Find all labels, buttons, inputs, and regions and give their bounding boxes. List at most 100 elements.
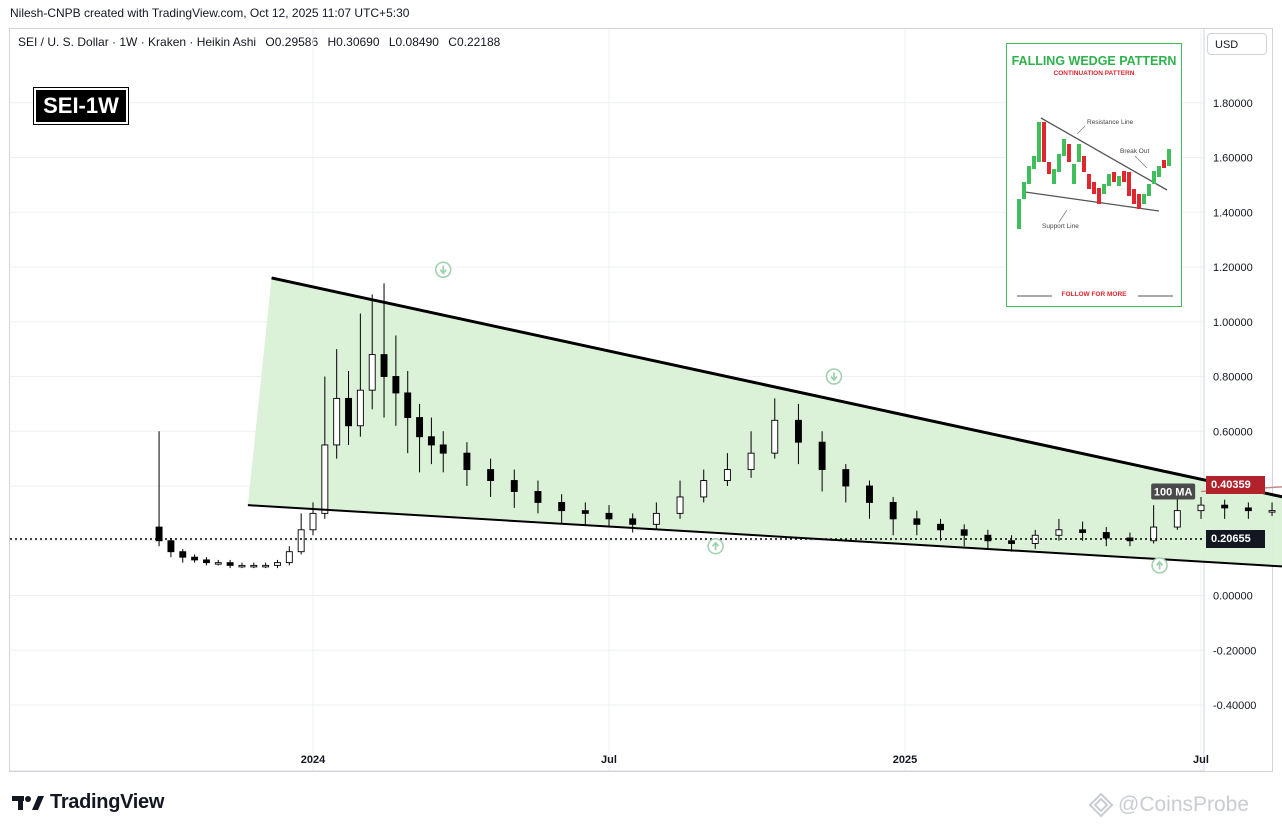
candle-body (510, 480, 518, 492)
inset-candle (1072, 164, 1076, 184)
candle-body (416, 417, 424, 438)
candle-body (629, 518, 637, 525)
candle-body (274, 562, 281, 566)
candle-body (581, 510, 589, 514)
inset-candle (1057, 154, 1061, 172)
candle-body (794, 419, 802, 443)
inset-candle (1017, 199, 1021, 229)
grid (10, 29, 1205, 772)
candle-body (297, 529, 305, 553)
inset-candle (1152, 171, 1156, 184)
candle-body (842, 469, 850, 487)
inset-candle (1137, 194, 1141, 209)
candle-body (392, 376, 400, 394)
candle-body (167, 540, 175, 553)
candle-body (1055, 529, 1063, 536)
candle-body (937, 523, 944, 531)
coinsprobe-watermark: @CoinsProbe (1088, 792, 1249, 818)
inset-candle (1087, 174, 1091, 189)
candle-body (1079, 529, 1087, 533)
inset-candle (1147, 184, 1151, 196)
ohlc-low: L0.08490 (388, 35, 439, 49)
inset-subtitle: CONTINUATION PATTERN (1053, 70, 1135, 77)
candle-body (333, 397, 341, 446)
overlay: 100 MA (10, 261, 1282, 574)
down-arrow-icon (825, 368, 843, 385)
candle-body (747, 452, 755, 471)
candle-body (723, 469, 731, 481)
inset-candle (1112, 172, 1116, 182)
inset-candle (1037, 122, 1041, 162)
candle-body (700, 480, 708, 498)
candle-body (285, 551, 293, 564)
inset-candle (1062, 139, 1066, 156)
inset-candle (1042, 122, 1046, 162)
x-tick-label: Jul (1193, 754, 1209, 766)
candle-body (676, 496, 684, 514)
candle-body (866, 485, 873, 503)
candle-body (889, 501, 897, 520)
inset-footer: FOLLOW FOR MORE (1061, 291, 1127, 298)
ohlc-open: O0.29586 (265, 35, 319, 49)
inset-candle (1082, 156, 1086, 172)
y-tick-label: 1.20000 (1213, 262, 1253, 274)
x-tick-label: Jul (601, 754, 617, 766)
inset-candle (1052, 169, 1056, 184)
candles (155, 283, 1276, 569)
candle-body (487, 469, 495, 481)
candle-body (1221, 504, 1229, 509)
down-arrow-icon (434, 261, 452, 278)
x-axis: 2024Jul2025Jul2026Jul20 (301, 754, 1209, 766)
candle-body (984, 534, 992, 542)
current-price-tag: 0.20655 (1206, 529, 1265, 548)
ma-price-tag: 0.40359 (1206, 476, 1265, 495)
candle-body (1173, 510, 1181, 528)
inset-candle (1077, 144, 1081, 162)
inset-title: FALLING WEDGE PATTERN (1011, 54, 1177, 68)
candle-body (605, 512, 613, 520)
candle-body (368, 354, 376, 391)
candle-body (1102, 532, 1110, 539)
symbol-info: SEI / U. S. Dollar · 1W · Kraken · Heiki… (18, 35, 506, 49)
candle-body (1008, 540, 1016, 544)
marker-head (1155, 560, 1164, 566)
candle-body (1244, 507, 1252, 512)
symbol-name: SEI / U. S. Dollar · 1W · Kraken · Heiki… (18, 35, 257, 49)
inset-candle (1032, 156, 1036, 169)
candle-body (771, 419, 779, 454)
candle-body (214, 562, 222, 565)
inset-support-label: Support Line (1042, 223, 1079, 230)
candle-body (191, 556, 199, 561)
candle-body (427, 436, 435, 446)
candle-body (250, 564, 258, 568)
inset-candle (1067, 144, 1071, 162)
inset-candle (1127, 172, 1131, 196)
tradingview-logo: TradingView (12, 791, 164, 814)
marker-head (439, 269, 447, 275)
inset-candle (1132, 189, 1136, 204)
inset-candle (1167, 149, 1171, 166)
candle-body (356, 389, 364, 427)
inset-candle (1142, 194, 1146, 204)
marker-head (830, 375, 838, 382)
candle-body (1268, 510, 1276, 513)
symbol-badge: SEI-1W (33, 87, 129, 125)
candle-body (534, 491, 542, 503)
up-arrow-icon (1151, 557, 1168, 574)
up-arrow-icon (707, 537, 724, 555)
candle-body (463, 452, 471, 471)
y-tick-label: 1.80000 (1213, 98, 1253, 110)
candle-body (1197, 504, 1205, 512)
currency-button[interactable]: USD (1207, 33, 1267, 55)
inset-resistance-line (1040, 117, 1168, 191)
resistance-line (271, 276, 1282, 499)
inset-candle (1027, 166, 1031, 184)
candle-body (238, 564, 246, 568)
inset-support-line (1024, 191, 1160, 212)
marker-head (711, 541, 720, 547)
inset-breakout-label: Break Out (1120, 148, 1149, 155)
inset-candle (1092, 182, 1096, 194)
y-tick-label: 1.00000 (1213, 317, 1253, 329)
candle-body (1126, 537, 1134, 542)
